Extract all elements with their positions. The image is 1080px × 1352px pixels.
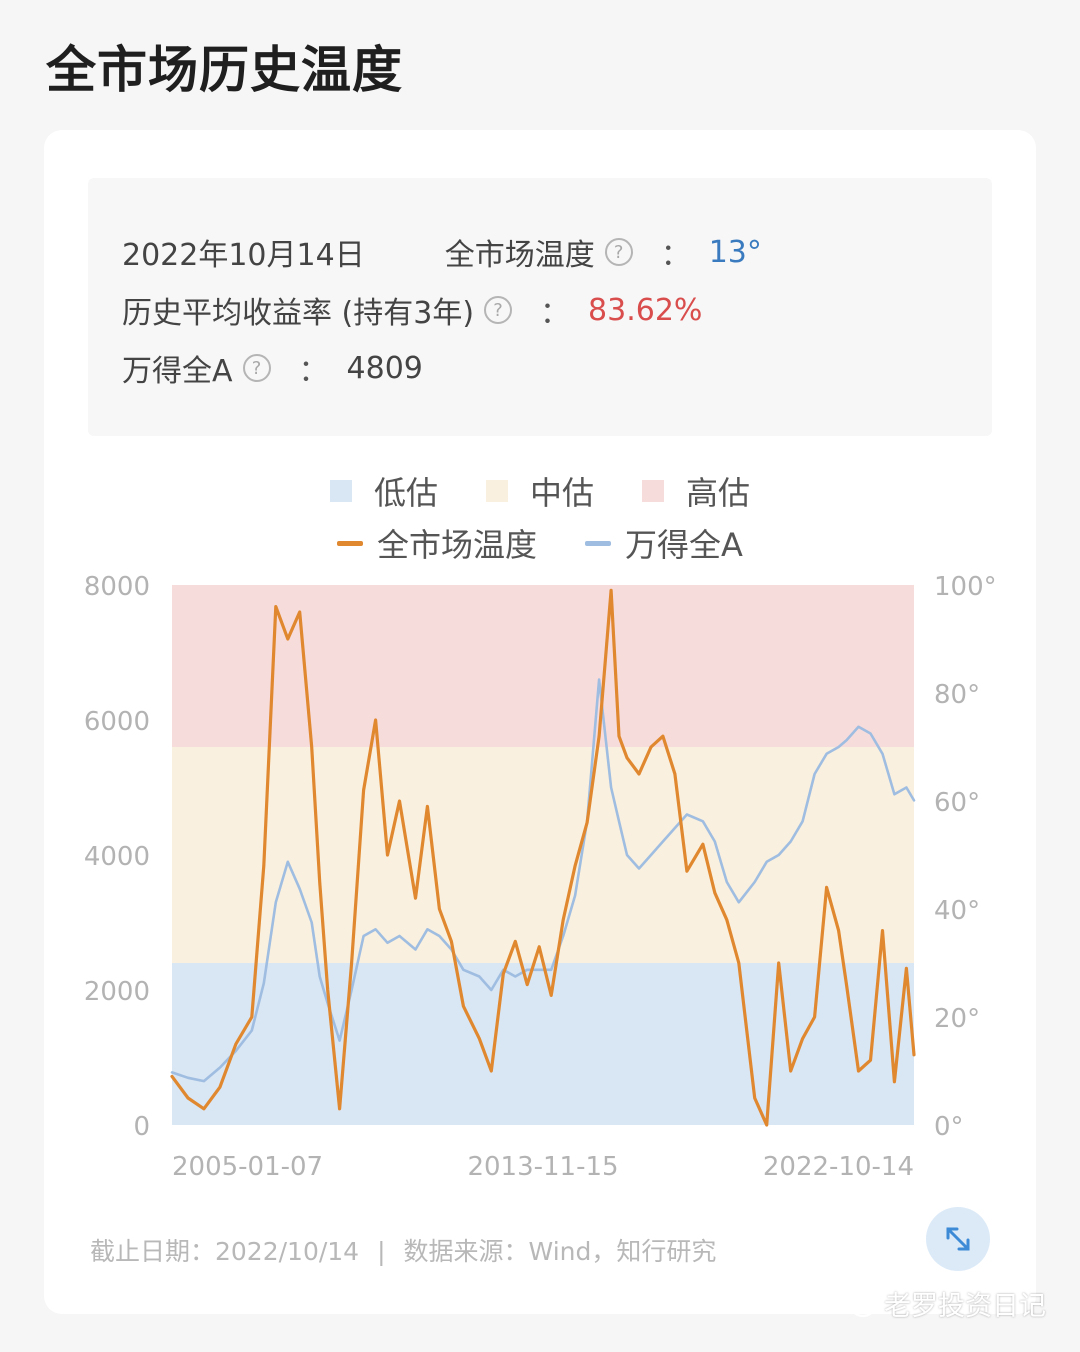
chart-footer: 截止日期：2022/10/14 | 数据来源：Wind，知行研究	[90, 1232, 716, 1268]
watermark-text: 老罗投资日记	[884, 1291, 1046, 1322]
y-right-tick-label: 100°	[934, 572, 997, 602]
expand-arrows-icon	[946, 1227, 970, 1251]
watermark: 老罗投资日记	[836, 1284, 1046, 1323]
zone-band	[172, 747, 914, 963]
footer-separator: |	[377, 1237, 386, 1266]
legend-item-low[interactable]: 低估	[329, 468, 438, 514]
zone-band	[172, 585, 914, 747]
summary-date: 2022年10月14日	[122, 238, 365, 273]
wechat-icon	[836, 1288, 876, 1317]
legend-label: 高估	[686, 474, 751, 512]
legend-label: 低估	[373, 474, 438, 512]
legend-zones: 低估 中估 高估	[44, 468, 1036, 514]
y-left-tick-label: 6000	[84, 707, 150, 737]
y-right-tick-label: 0°	[934, 1112, 964, 1142]
x-tick-label: 2022-10-14	[763, 1152, 914, 1182]
colon: ：	[660, 238, 691, 273]
y-left-tick-label: 8000	[84, 572, 150, 602]
cutoff-date: 截止日期：2022/10/14	[90, 1237, 360, 1266]
legend-swatch	[329, 480, 352, 502]
legend-item-high[interactable]: 高估	[642, 468, 750, 514]
legend-label: 全市场温度	[377, 526, 538, 564]
y-left-tick-label: 2000	[84, 977, 150, 1007]
legend-label: 万得全A	[625, 526, 743, 564]
page-title: 全市场历史温度	[46, 41, 403, 99]
temperature-series-line	[170, 588, 916, 1127]
chart-card: 2022年10月14日 全市场温度 ? ： 13° 历史平均收益率 (持有3年)…	[44, 130, 1036, 1314]
question-circle-icon[interactable]: ?	[484, 296, 513, 324]
legend-swatch	[642, 480, 664, 502]
x-tick-label: 2013-11-15	[467, 1152, 618, 1182]
zone-band	[172, 963, 914, 1125]
y-right-tick-label: 80°	[934, 680, 980, 710]
colon: ：	[298, 354, 329, 389]
y-left-tick-label: 4000	[84, 842, 150, 872]
y-right-tick-label: 20°	[934, 1004, 980, 1034]
question-circle-icon[interactable]: ?	[242, 354, 271, 382]
y-right-tick-label: 60°	[934, 788, 980, 818]
legend-lines: 全市场温度 万得全A	[44, 520, 1036, 566]
index-label: 万得全A	[122, 354, 233, 389]
data-source: 数据来源：Wind，知行研究	[403, 1237, 717, 1266]
y-right-tick-label: 40°	[934, 896, 980, 926]
question-circle-icon[interactable]: ?	[604, 238, 633, 266]
return-value: 83.62%	[588, 292, 703, 328]
index-value: 4809	[346, 350, 423, 386]
expand-button[interactable]	[926, 1207, 990, 1271]
colon: ：	[540, 296, 571, 331]
summary-panel: 2022年10月14日 全市场温度 ? ： 13° 历史平均收益率 (持有3年)…	[88, 178, 992, 436]
return-label: 历史平均收益率 (持有3年)	[122, 296, 475, 331]
x-tick-label: 2005-01-07	[172, 1152, 323, 1182]
legend-line-swatch	[337, 540, 364, 546]
temperature-label: 全市场温度	[444, 238, 595, 273]
legend-line-swatch	[585, 540, 612, 546]
y-left-tick-label: 0	[133, 1112, 150, 1142]
legend-item-mid[interactable]: 中估	[485, 468, 594, 514]
temperature-chart: 8000 6000 4000 2000 0 100° 80° 60° 40° 20° 0° 2005-…	[84, 572, 997, 1182]
summary-row-return: 历史平均收益率 (持有3年) ? ： 83.62%	[122, 288, 702, 332]
legend-item-index[interactable]: 万得全A	[585, 520, 743, 566]
legend-item-temperature[interactable]: 全市场温度	[337, 520, 537, 566]
legend-label: 中估	[529, 474, 594, 512]
summary-row-temperature: 2022年10月14日 全市场温度 ? ： 13°	[122, 230, 762, 274]
summary-row-index: 万得全A ? ： 4809	[122, 346, 423, 390]
temperature-value: 13°	[708, 234, 762, 270]
legend-swatch	[485, 480, 508, 502]
